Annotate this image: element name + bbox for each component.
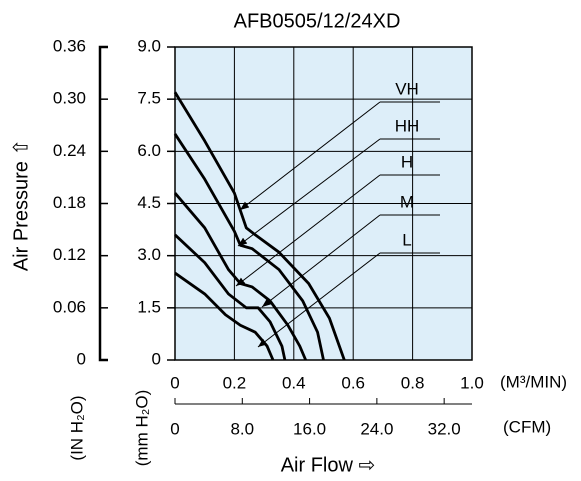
y-unit: (mm H₂O): [132, 390, 151, 466]
legend-label: H: [401, 152, 413, 171]
x-tick-label: 0.4: [282, 373, 306, 392]
fan-curve: [173, 133, 325, 361]
y2-tick-label: 0.36: [53, 36, 86, 55]
leader-arrow: [235, 174, 381, 287]
x-unit: (M³/MIN): [500, 372, 567, 391]
x-tick-label: 1.0: [460, 373, 484, 392]
y-tick-label: 3.0: [137, 245, 161, 264]
x2-tick-label: 24.0: [360, 419, 393, 438]
y2-unit: (IN H₂O): [67, 395, 86, 460]
legend-label: M: [400, 192, 414, 211]
y2-tick-label: 0.30: [53, 89, 86, 108]
y-tick-label: 9.0: [137, 36, 161, 55]
x2-tick-label: 16.0: [293, 419, 326, 438]
x-tick-label: 0.2: [223, 373, 247, 392]
legend-label: HH: [395, 116, 420, 135]
chart-title: AFB0505/12/24XD: [234, 10, 401, 32]
y-tick-label: 0: [152, 349, 161, 368]
x-tick-label: 0.8: [401, 373, 425, 392]
y2-tick-label: 0: [77, 349, 86, 368]
y-axis-label: Air Pressure ⇧: [10, 139, 32, 271]
leader-arrow: [257, 252, 381, 348]
x-tick-label: 0.6: [341, 373, 365, 392]
x-axis-label: Air Flow ⇨: [281, 454, 376, 476]
x2-tick-label: 8.0: [230, 419, 254, 438]
y-tick-label: 6.0: [137, 141, 161, 160]
y2-tick-label: 0.24: [53, 141, 86, 160]
x2-unit: (CFM): [503, 417, 551, 436]
x2-tick-label: 32.0: [428, 419, 461, 438]
y2-tick-label: 0.06: [53, 297, 86, 316]
y2-tick-label: 0.18: [53, 193, 86, 212]
fan-curve: [173, 192, 307, 361]
y-tick-label: 7.5: [137, 89, 161, 108]
y2-tick-label: 0.12: [53, 245, 86, 264]
fan-curve: [173, 91, 346, 361]
legend-label: L: [402, 230, 411, 249]
x-tick-label: 0: [170, 373, 179, 392]
legend-label: VH: [395, 79, 419, 98]
y-tick-label: 1.5: [137, 297, 161, 316]
x2-tick-label: 0: [170, 419, 179, 438]
leader-arrow: [237, 138, 381, 247]
leader-arrow: [239, 101, 381, 211]
leader-arrow: [261, 214, 381, 308]
y-tick-label: 4.5: [137, 193, 161, 212]
fan-curve: [174, 233, 287, 361]
